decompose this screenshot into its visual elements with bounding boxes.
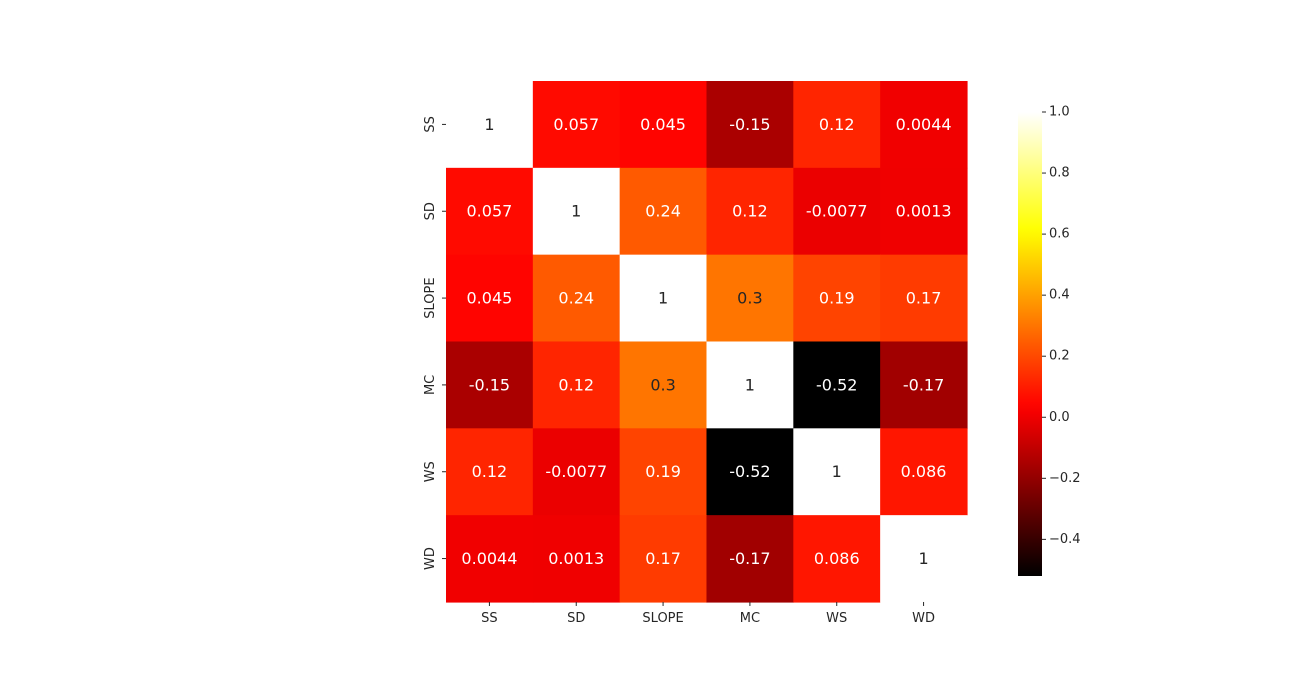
heatmap-cell: [880, 81, 968, 169]
cell-value-label: 0.086: [814, 549, 860, 568]
heatmap-cell: [706, 254, 794, 343]
x-tick-label: SD: [567, 611, 585, 626]
cell-value-label: 0.057: [467, 202, 513, 221]
cell-value-label: 0.3: [650, 375, 675, 394]
heatmap-cell: [446, 515, 534, 603]
cell-value-label: -0.52: [816, 375, 857, 394]
cell-value-label: -0.17: [729, 549, 770, 568]
cell-value-label: 0.17: [906, 289, 942, 308]
heatmap-cell: [793, 341, 881, 429]
colorbar-tick-label: 0.2: [1049, 349, 1070, 364]
heatmap-cell: [880, 428, 968, 516]
heatmap-cell: [446, 341, 534, 429]
y-tick-label: MC: [423, 375, 438, 395]
heatmap-cell: [706, 81, 794, 169]
heatmap-cell: [793, 428, 881, 516]
cell-value-label: 0.24: [645, 202, 681, 221]
cell-value-label: 0.12: [732, 202, 768, 221]
heatmap-cell: [793, 515, 881, 603]
heatmap-cell: [706, 341, 794, 429]
cell-value-label: 1: [832, 462, 842, 481]
cell-value-label: 0.24: [558, 289, 594, 308]
y-tick-label: SD: [423, 202, 438, 220]
cell-value-label: -0.52: [729, 462, 770, 481]
cell-value-label: 0.0013: [548, 549, 604, 568]
heatmap-cell: [446, 254, 534, 343]
heatmap-cell: [619, 515, 708, 603]
x-tick-label: MC: [740, 611, 760, 626]
cell-value-label: 0.17: [645, 549, 681, 568]
heatmap-cell: [532, 167, 621, 256]
cell-value-label: 0.0044: [461, 549, 517, 568]
heatmap-cell: [706, 167, 794, 256]
heatmap-cell: [532, 81, 621, 169]
cell-value-label: 1: [484, 115, 494, 134]
cell-value-label: 0.19: [645, 462, 681, 481]
x-tick-label: SLOPE: [642, 611, 683, 626]
colorbar-tick-label: 0.0: [1049, 410, 1070, 425]
cell-value-label: -0.15: [729, 115, 770, 134]
heatmap-cell: [532, 341, 621, 429]
cell-value-label: 0.0013: [896, 202, 952, 221]
colorbar: 1.0 0.8 0.6 0.4 0.2 0.0 −0.2 −0.4: [1018, 105, 1081, 576]
cell-value-label: 0.12: [819, 115, 855, 134]
cell-value-label: 0.045: [467, 289, 513, 308]
cell-value-label: 0.12: [558, 375, 594, 394]
y-axis: SS SD SLOPE MC WS WD: [423, 116, 446, 570]
cell-value-label: 0.086: [901, 462, 947, 481]
heatmap-cell: [532, 515, 621, 603]
heatmap-cell: [880, 167, 968, 256]
heatmap-cell: [793, 254, 881, 343]
x-axis: SS SD SLOPE MC WS WD: [481, 601, 935, 626]
cell-value-label: 0.045: [640, 115, 686, 134]
colorbar-tick-label: 1.0: [1049, 105, 1070, 120]
heatmap-cell: [619, 254, 708, 343]
heatmap-cell: [793, 81, 881, 169]
heatmap-cell: [619, 167, 708, 256]
heatmap-cell: [446, 428, 534, 516]
colorbar-tick-label: −0.4: [1049, 532, 1081, 547]
colorbar-tick-label: 0.8: [1049, 166, 1070, 181]
cell-value-label: 0.19: [819, 289, 855, 308]
cell-value-label: 0.057: [553, 115, 599, 134]
x-tick-label: SS: [481, 611, 498, 626]
colorbar-tick-label: 0.6: [1049, 227, 1070, 242]
heatmap-cell: [532, 428, 621, 516]
cell-value-label: 1: [745, 375, 755, 394]
colorbar-gradient: [1018, 112, 1042, 576]
cell-value-label: 1: [658, 289, 668, 308]
heatmap-cell: [706, 428, 794, 516]
heatmap-cell: [793, 167, 881, 256]
cell-value-label: -0.15: [469, 375, 510, 394]
x-tick-label: WS: [826, 611, 847, 626]
heatmap-cell: [880, 515, 968, 603]
x-tick-label: WD: [912, 611, 935, 626]
cell-value-label: -0.0077: [806, 202, 868, 221]
y-tick-label: WD: [423, 547, 438, 570]
y-tick-label: SLOPE: [423, 277, 438, 318]
cell-value-label: 1: [918, 549, 928, 568]
cell-value-label: 0.12: [472, 462, 508, 481]
heatmap-cells: 1 0.057 0.045 -0.15 0.12 0.0044 0.057 1 0.24 0.12…: [446, 81, 968, 603]
colorbar-tick-label: −0.2: [1049, 471, 1081, 486]
y-tick-label: SS: [423, 116, 438, 133]
cell-value-label: -0.17: [903, 375, 944, 394]
heatmap-cell: [446, 167, 534, 256]
heatmap-cell: [706, 515, 794, 603]
heatmap-cell: [880, 341, 968, 429]
colorbar-tick-label: 0.4: [1049, 288, 1070, 303]
cell-value-label: 0.0044: [896, 115, 952, 134]
cell-value-label: 1: [571, 202, 581, 221]
heatmap-cell: [446, 81, 534, 169]
heatmap-cell: [880, 254, 968, 343]
cell-value-label: 0.3: [737, 289, 762, 308]
heatmap-cell: [532, 254, 621, 343]
heatmap-cell: [619, 81, 708, 169]
heatmap-cell: [619, 428, 708, 516]
cell-value-label: -0.0077: [545, 462, 607, 481]
y-tick-label: WS: [423, 461, 438, 482]
heatmap-cell: [619, 341, 708, 429]
